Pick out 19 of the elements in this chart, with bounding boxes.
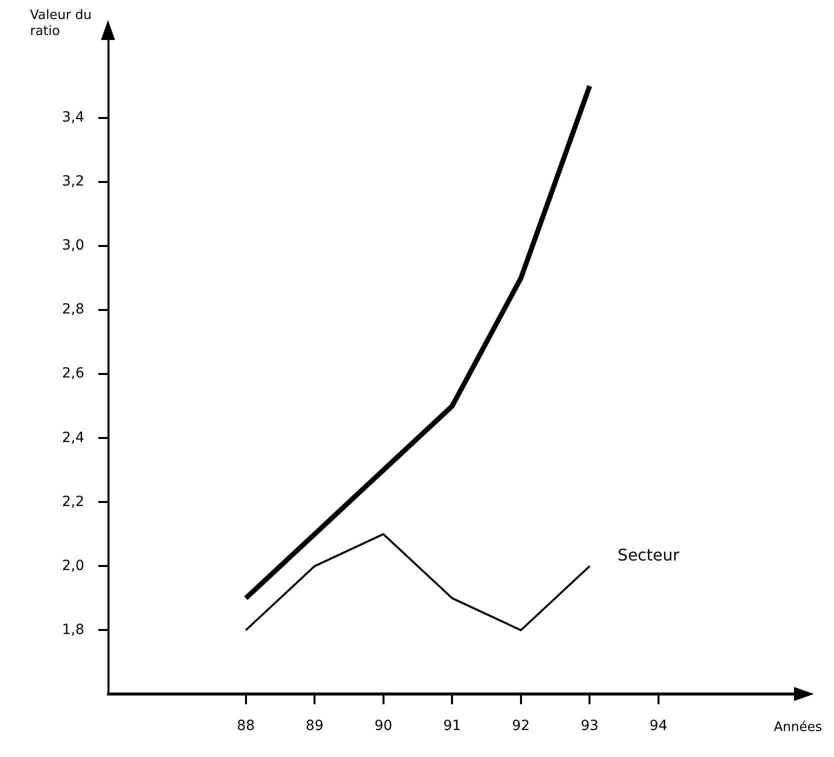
x-tick-label: 90	[374, 718, 392, 734]
y-tick-label: 3,2	[62, 174, 84, 190]
y-tick-label: 2,2	[62, 494, 84, 510]
x-tick-label: 91	[443, 718, 462, 734]
y-tick-label: 1,8	[62, 622, 84, 638]
x-tick-label: 93	[580, 718, 599, 734]
y-tick-label: 2,6	[62, 366, 84, 382]
series-label: Secteur	[618, 545, 680, 564]
x-tick-label: 94	[650, 718, 668, 734]
x-tick-label: 89	[306, 718, 324, 734]
x-tick-label: 92	[512, 718, 530, 734]
y-axis-title: Valeur du ratio	[30, 8, 93, 40]
y-tick-label: 3,4	[62, 110, 84, 126]
y-tick-label: 3,0	[62, 238, 84, 254]
y-tick-label: 2,0	[62, 558, 84, 574]
y-tick-label: 2,8	[62, 302, 84, 318]
x-axis-title: Années	[774, 720, 822, 735]
x-tick-label: 88	[236, 718, 255, 734]
y-tick-label: 2,4	[62, 430, 84, 446]
